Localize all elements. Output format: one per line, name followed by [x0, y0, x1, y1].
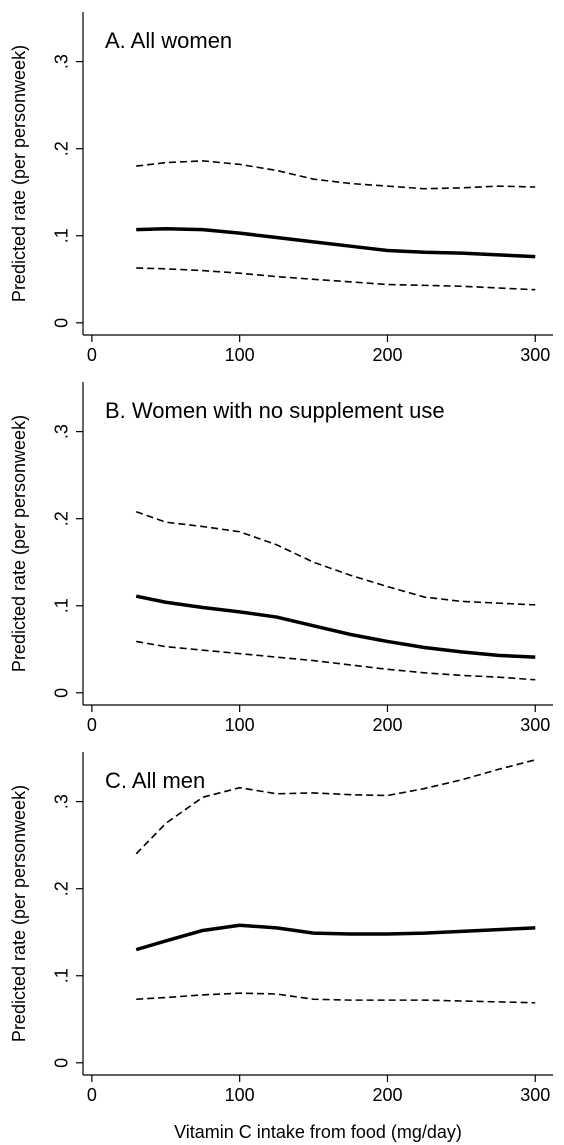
x-tick-label: 100: [225, 715, 255, 735]
y-axis-label: Predicted rate (per personweek): [9, 45, 29, 302]
y-tick-label: .2: [52, 511, 72, 526]
x-tick-label: 100: [225, 1085, 255, 1105]
ci-line: [136, 160, 536, 190]
ci-line: [135, 759, 536, 855]
y-axis-label: Predicted rate (per personweek): [9, 785, 29, 1042]
x-tick-label: 0: [87, 715, 97, 735]
x-tick-label: 300: [520, 715, 550, 735]
chart-title: B. Women with no supplement use: [105, 398, 445, 423]
x-tick-label: 300: [520, 1085, 550, 1105]
ci-line: [136, 267, 536, 291]
x-tick-label: 0: [87, 1085, 97, 1105]
estimate-line: [135, 594, 536, 659]
x-tick-label: 0: [87, 345, 97, 365]
y-tick-label: .1: [52, 228, 72, 243]
y-tick-label: .3: [52, 794, 72, 809]
chart-title: C. All men: [105, 768, 205, 793]
x-tick-label: 200: [372, 1085, 402, 1105]
y-tick-label: .1: [52, 968, 72, 983]
x-tick-label: 300: [520, 345, 550, 365]
y-tick-label: .2: [52, 141, 72, 156]
y-tick-label: .3: [52, 424, 72, 439]
x-tick-label: 200: [372, 715, 402, 735]
x-axis-label: Vitamin C intake from food (mg/day): [174, 1122, 462, 1142]
x-tick-label: 200: [372, 345, 402, 365]
y-tick-label: 0: [52, 1058, 72, 1068]
ci-line: [136, 992, 536, 1004]
y-tick-label: .1: [52, 598, 72, 613]
estimate-line: [135, 923, 536, 952]
y-tick-label: .3: [52, 54, 72, 69]
x-tick-label: 100: [225, 345, 255, 365]
ci-line: [136, 640, 536, 681]
y-tick-label: 0: [52, 688, 72, 698]
y-tick-label: 0: [52, 318, 72, 328]
y-axis-label: Predicted rate (per personweek): [9, 415, 29, 672]
ci-line: [135, 510, 536, 606]
estimate-line: [136, 227, 536, 259]
y-tick-label: .2: [52, 881, 72, 896]
chart-title: A. All women: [105, 28, 232, 53]
